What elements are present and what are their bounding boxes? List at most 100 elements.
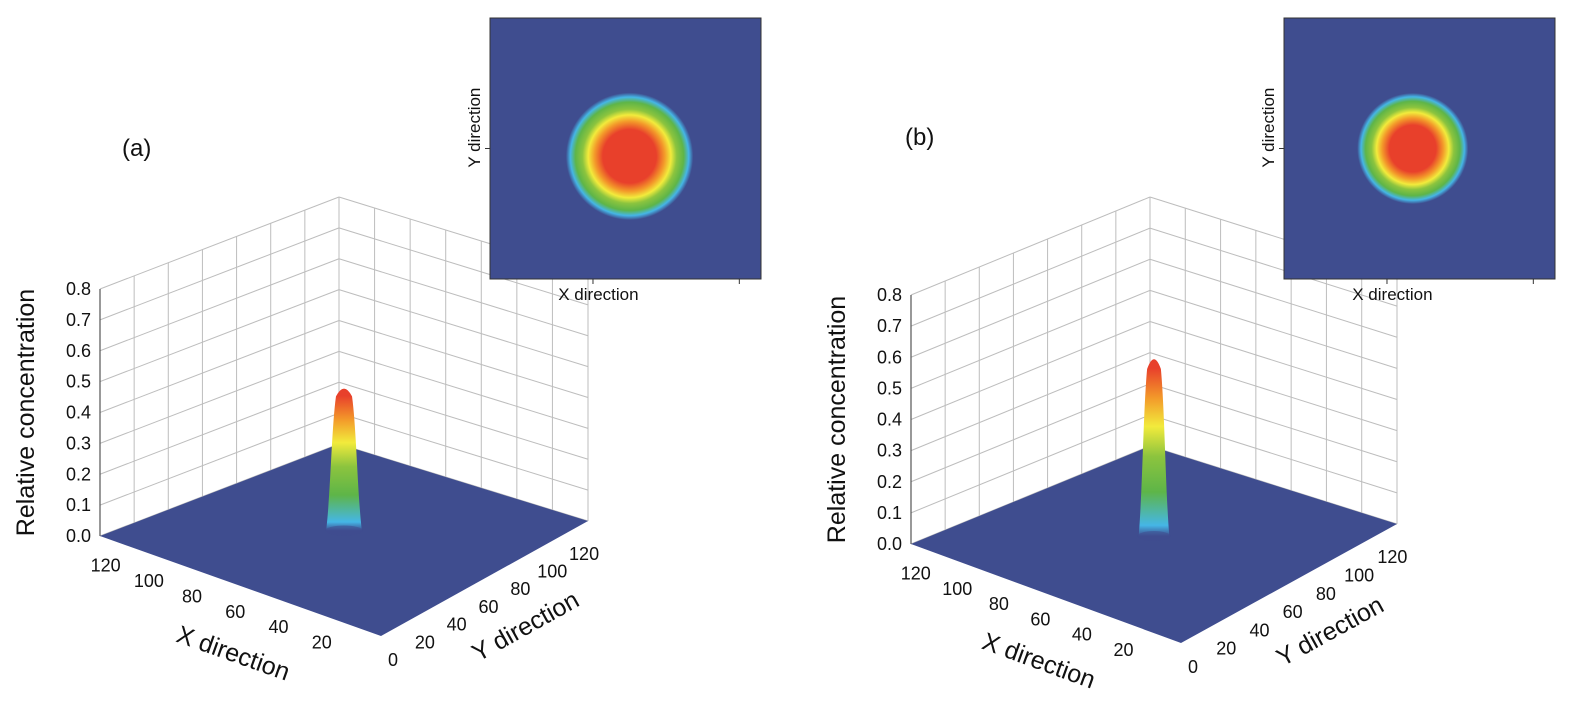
grid-line	[910, 258, 1151, 358]
grid-line	[338, 350, 589, 429]
z-tick-label: 0.0	[66, 526, 91, 546]
z-tick-label: 0.8	[66, 279, 91, 299]
y-tick-label: 40	[1249, 620, 1269, 640]
grid-line	[910, 289, 1151, 389]
grid-line	[910, 352, 1151, 452]
peak-base-shadow	[1137, 531, 1171, 541]
peak-base-shadow	[325, 525, 363, 536]
y-tick-label: 0	[388, 650, 398, 670]
grid-line	[1149, 289, 1398, 369]
z-tick-label: 0.8	[877, 285, 902, 305]
grid-line	[1149, 383, 1398, 463]
y-tick-label: 20	[415, 632, 435, 652]
x-tick-label: 120	[91, 556, 121, 576]
y-tick-label: 120	[569, 544, 599, 564]
grid-line	[338, 412, 589, 491]
z-tick-label: 0.6	[877, 347, 902, 367]
grid-line	[1149, 258, 1398, 338]
z-tick-labels: 0.0 0.1 0.2 0.3 0.4 0.5 0.6 0.7 0.8	[66, 279, 91, 546]
x-tick-label: 20	[312, 633, 332, 653]
grid-line	[910, 383, 1151, 483]
panel-b: 0.00.10.20.30.40.50.60.70.82040608010012…	[823, 17, 1556, 694]
surface-plot-a: 0.00.10.20.30.40.50.60.70.82040608010012…	[66, 196, 599, 670]
grid-line	[910, 321, 1151, 420]
grid-line	[910, 196, 1151, 296]
y-tick-label: 40	[447, 615, 467, 635]
z-tick-label: 0.3	[66, 433, 91, 453]
y-tick-label: 80	[1316, 584, 1336, 604]
z-tick-label: 0.4	[66, 403, 91, 423]
y-tick-label: 80	[510, 579, 530, 599]
grid-line	[99, 258, 340, 352]
inset-hotspot	[1357, 92, 1469, 205]
x-tick-label: 120	[901, 564, 931, 584]
x-tick-label: 100	[134, 571, 164, 591]
z-tick-label: 0.2	[66, 464, 91, 484]
grid-line	[338, 289, 589, 368]
z-tick-label: 0.5	[877, 378, 902, 398]
z-tick-label: 0.7	[66, 310, 91, 330]
grid-line	[99, 320, 340, 413]
grid-line	[338, 381, 589, 460]
inset-heatmap-a	[485, 17, 762, 284]
back-wall-grid	[99, 196, 589, 537]
x-tick-label: 40	[1072, 625, 1092, 645]
x-tick-label: 60	[1030, 609, 1050, 629]
z-tick-labels: 0.0 0.1 0.2 0.3 0.4 0.5 0.6 0.7 0.8	[877, 285, 902, 554]
y-tick-label: 100	[537, 562, 567, 582]
z-axis-title-b: Relative concentration	[823, 296, 851, 543]
x-tick-labels: 20 40 60 80 100 120	[91, 556, 332, 653]
grid-line	[1149, 352, 1398, 432]
z-tick-label: 0.6	[66, 341, 91, 361]
grid-line	[99, 227, 340, 321]
y-tick-label: 120	[1377, 547, 1407, 567]
panel-label-a: (a)	[122, 135, 151, 162]
z-tick-label: 0.2	[877, 472, 902, 492]
back-wall-grid	[910, 196, 1398, 545]
surface-plot-b: 0.00.10.20.30.40.50.60.70.82040608010012…	[877, 196, 1407, 677]
z-tick-label: 0.0	[877, 534, 902, 554]
grid-line	[910, 227, 1151, 327]
grid-line	[99, 381, 340, 475]
grid-line	[99, 196, 340, 290]
grid-line	[99, 289, 340, 383]
grid-line	[338, 320, 589, 398]
y-tick-label: 100	[1344, 565, 1374, 585]
surface-floor	[911, 446, 1397, 643]
x-tick-label: 20	[1113, 640, 1133, 660]
y-tick-label: 60	[479, 597, 499, 617]
grid-line	[99, 412, 340, 506]
grid-line	[338, 227, 589, 306]
grid-line	[910, 414, 1151, 514]
grid-line	[1149, 414, 1398, 494]
z-tick-label: 0.1	[877, 503, 902, 523]
concentration-peak	[1138, 359, 1170, 536]
x-tick-label: 40	[269, 617, 289, 637]
x-tick-label: 60	[225, 602, 245, 622]
inset-hotspot	[565, 92, 694, 221]
inset-x-label-b: X direction	[1352, 285, 1432, 304]
z-tick-label: 0.1	[66, 495, 91, 515]
y-tick-label: 60	[1283, 602, 1303, 622]
grid-line	[1149, 321, 1398, 400]
x-tick-label: 80	[989, 594, 1009, 614]
z-tick-label: 0.7	[877, 316, 902, 336]
inset-y-label-b: Y direction	[1259, 88, 1278, 168]
grid-line	[338, 258, 589, 337]
concentration-peak	[326, 388, 362, 531]
z-tick-label: 0.3	[877, 441, 902, 461]
z-tick-label: 0.4	[877, 410, 902, 430]
panel-label-b: (b)	[905, 124, 934, 151]
x-tick-label: 80	[182, 586, 202, 606]
y-tick-label: 0	[1188, 657, 1198, 677]
panel-a: 0.00.10.20.30.40.50.60.70.82040608010012…	[12, 17, 762, 686]
grid-line	[99, 350, 340, 444]
x-tick-labels: 20 40 60 80 100 120	[901, 564, 1134, 660]
surface-floor	[100, 444, 588, 636]
y-tick-label: 20	[1216, 639, 1236, 659]
grid-line	[1149, 227, 1398, 307]
inset-x-label-a: X direction	[558, 285, 638, 304]
